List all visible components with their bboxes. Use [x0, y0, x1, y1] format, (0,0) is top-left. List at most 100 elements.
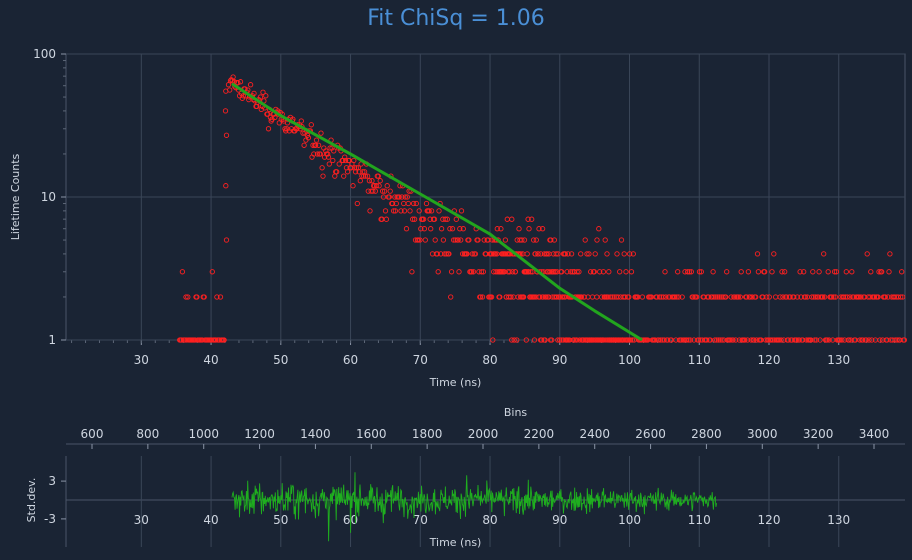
data-point	[315, 142, 322, 148]
data-point	[416, 208, 422, 214]
data-point	[879, 269, 885, 275]
data-point	[183, 294, 189, 300]
bins-tick-label: 1000	[188, 427, 219, 441]
data-point	[464, 251, 470, 257]
data-point	[334, 169, 340, 175]
data-point	[478, 269, 485, 275]
data-point	[443, 251, 449, 257]
data-point	[370, 188, 376, 194]
data-point	[341, 173, 347, 179]
data-point	[194, 294, 200, 300]
data-point	[330, 157, 336, 164]
data-point	[435, 269, 441, 275]
data-point	[247, 82, 254, 88]
data-point	[565, 251, 571, 257]
data-point	[523, 337, 529, 343]
data-point	[793, 337, 800, 343]
data-point	[440, 237, 447, 243]
data-point	[522, 269, 529, 275]
data-point	[546, 294, 552, 300]
data-point	[589, 294, 596, 300]
data-point	[847, 294, 853, 300]
data-point	[527, 294, 533, 300]
data-point	[417, 237, 423, 243]
data-point	[601, 294, 607, 300]
data-point	[578, 294, 585, 300]
data-point	[714, 337, 720, 343]
data-point	[245, 87, 251, 93]
data-point	[304, 132, 311, 138]
data-point	[381, 188, 388, 194]
data-point	[379, 188, 386, 194]
data-point	[720, 294, 726, 300]
data-point	[787, 294, 793, 300]
data-point	[606, 269, 612, 275]
data-point	[364, 173, 371, 179]
data-point	[423, 200, 430, 207]
data-point	[791, 294, 797, 300]
data-point	[813, 337, 820, 343]
resid-x-tick-label: 120	[758, 513, 781, 527]
data-point	[386, 194, 392, 200]
data-point	[760, 294, 766, 300]
data-point	[470, 269, 477, 275]
data-point	[179, 269, 186, 275]
data-point	[710, 269, 716, 275]
data-point	[489, 251, 495, 257]
x-tick-label: 110	[688, 353, 711, 367]
data-point	[549, 337, 555, 343]
x-tick-label: 60	[343, 353, 358, 367]
data-point	[687, 337, 694, 343]
data-point	[894, 337, 900, 343]
data-point	[223, 237, 230, 243]
data-point	[556, 294, 562, 300]
data-point	[812, 294, 819, 300]
x-tick-label: 80	[482, 353, 497, 367]
data-point	[771, 251, 777, 257]
data-point	[301, 142, 307, 148]
data-point	[479, 294, 486, 300]
data-point	[209, 269, 215, 275]
data-point	[344, 169, 351, 175]
data-point	[393, 200, 399, 207]
data-point	[488, 294, 495, 300]
data-point	[263, 93, 269, 99]
data-point	[709, 294, 715, 300]
data-point	[407, 208, 413, 214]
data-point	[657, 337, 664, 343]
data-point	[227, 87, 233, 93]
data-point	[221, 337, 227, 343]
data-point	[866, 337, 872, 343]
data-point	[716, 294, 723, 300]
data-point	[713, 294, 719, 300]
data-point	[858, 294, 864, 300]
data-point	[886, 269, 892, 275]
data-point	[557, 337, 563, 343]
data-point	[778, 337, 784, 343]
data-point	[260, 89, 266, 95]
data-point	[698, 269, 704, 275]
data-point	[562, 251, 568, 257]
data-point	[846, 337, 852, 343]
data-point	[816, 269, 822, 275]
resid-x-tick-label: 100	[618, 513, 641, 527]
data-point	[369, 178, 375, 184]
data-point	[661, 337, 667, 343]
x-tick-label: 130	[827, 353, 850, 367]
data-point	[869, 337, 875, 343]
bins-tick-label: 3000	[747, 427, 778, 441]
data-point	[724, 269, 730, 275]
data-point	[240, 93, 246, 99]
data-point	[494, 251, 500, 257]
data-point	[570, 337, 577, 343]
data-point	[502, 237, 509, 243]
data-point	[754, 251, 761, 257]
data-point	[630, 251, 636, 257]
bins-tick-label: 2400	[579, 427, 610, 441]
data-point	[898, 294, 904, 300]
data-point	[178, 337, 185, 343]
data-point	[300, 130, 306, 136]
bins-tick-label: 1400	[300, 427, 331, 441]
data-point	[477, 294, 484, 300]
